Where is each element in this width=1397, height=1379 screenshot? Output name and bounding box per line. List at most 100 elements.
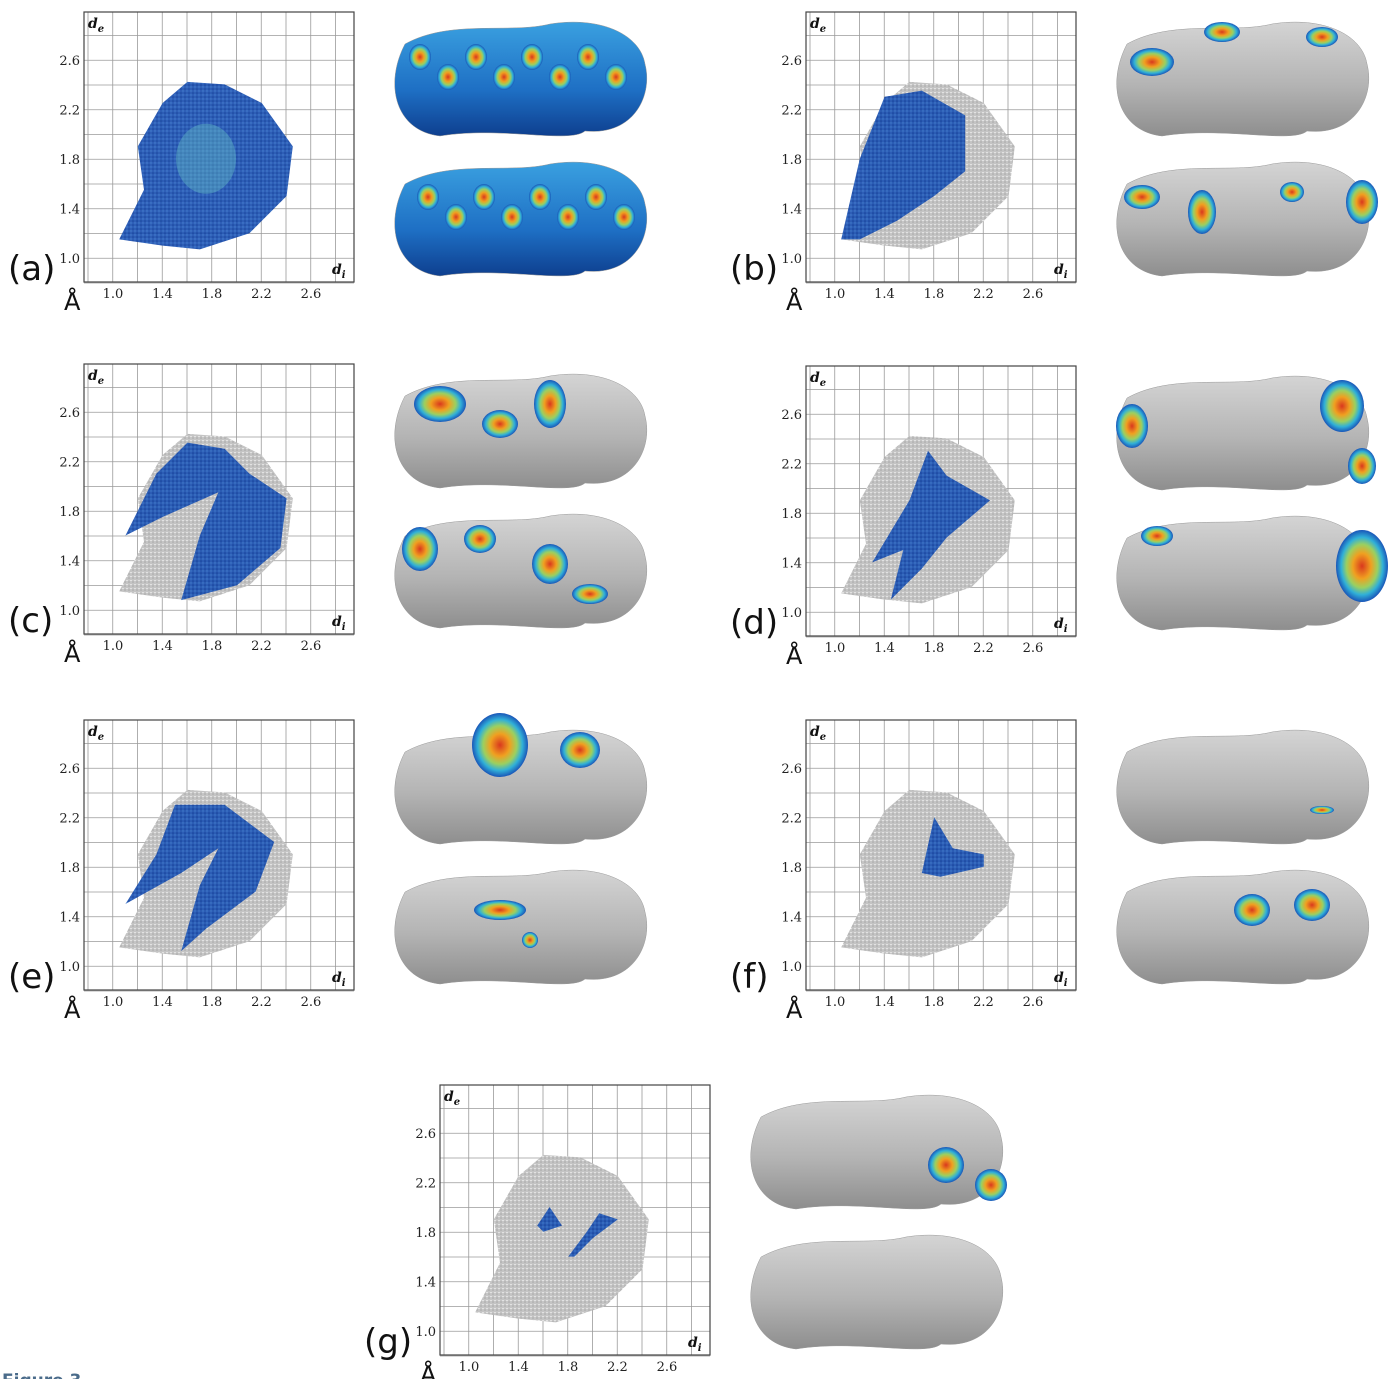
surface-patch <box>613 204 635 230</box>
unit-label: Å <box>786 287 803 316</box>
x-tick-label: 2.6 <box>301 995 322 1010</box>
contact-cloud <box>921 817 984 877</box>
x-tick-label: 1.8 <box>924 995 945 1010</box>
x-tick-label: 2.6 <box>1023 995 1044 1010</box>
surface-patch <box>1294 889 1330 921</box>
y-axis-label-subscript: e <box>454 1097 460 1108</box>
unit-label: Å <box>64 639 81 668</box>
x-axis-label: di <box>1054 970 1068 989</box>
x-tick-label: 1.8 <box>924 641 945 656</box>
y-tick-label: 2.6 <box>415 1127 436 1142</box>
surface-patch <box>522 932 538 948</box>
y-tick-label: 1.4 <box>59 911 80 926</box>
y-axis-label-subscript: e <box>820 24 826 35</box>
x-tick-label: 1.4 <box>508 1360 529 1375</box>
x-tick-label: 2.6 <box>301 287 322 302</box>
x-tick-label: 1.4 <box>152 287 173 302</box>
surface-patch <box>472 713 528 777</box>
surface-patch <box>1336 530 1388 602</box>
y-tick-label: 2.2 <box>59 812 80 827</box>
y-tick-label: 2.2 <box>59 456 80 471</box>
x-tick-label: 1.8 <box>202 639 223 654</box>
surface-patch <box>1188 190 1216 234</box>
surface-patch <box>1130 48 1174 76</box>
surface-patch <box>1204 22 1240 42</box>
y-tick-label: 1.8 <box>59 153 80 168</box>
y-tick-label: 1.0 <box>59 960 80 975</box>
x-tick-label: 1.4 <box>152 639 173 654</box>
x-axis-label-symbol: d <box>332 970 342 986</box>
contact-cloud <box>125 804 275 952</box>
hirshfeld-surface <box>750 1094 1004 1210</box>
x-axis-label-subscript: i <box>1064 270 1068 281</box>
surface-patch <box>414 386 466 422</box>
x-tick-label: 1.8 <box>924 287 945 302</box>
x-axis-label-subscript: i <box>342 622 346 633</box>
x-tick-label: 2.6 <box>301 639 322 654</box>
unit-label: Å <box>64 995 81 1024</box>
x-axis-label-symbol: d <box>1054 970 1064 986</box>
surface-patch <box>585 184 607 210</box>
x-axis-label: di <box>1054 616 1068 635</box>
y-tick-label: 1.8 <box>415 1226 436 1241</box>
y-axis-label-symbol: d <box>810 370 820 386</box>
contact-cloud <box>568 1213 618 1257</box>
surface-patch <box>1234 894 1270 926</box>
y-axis-label-symbol: d <box>88 16 98 32</box>
x-tick-label: 1.8 <box>558 1360 579 1375</box>
contact-cloud <box>537 1207 562 1232</box>
surface-patch <box>437 64 459 90</box>
x-axis-label-subscript: i <box>342 978 346 989</box>
x-tick-label: 1.0 <box>103 995 124 1010</box>
y-tick-label: 2.6 <box>59 762 80 777</box>
surface-patch <box>1346 180 1378 224</box>
y-axis-label-subscript: e <box>98 376 104 387</box>
y-axis-label-symbol: d <box>810 16 820 32</box>
y-axis-label-symbol: d <box>810 724 820 740</box>
x-tick-label: 2.2 <box>251 287 272 302</box>
y-axis-label-symbol: d <box>88 368 98 384</box>
hirshfeld-surface <box>1116 21 1370 137</box>
y-tick-label: 1.4 <box>415 1276 436 1291</box>
unit-label: Å <box>786 641 803 670</box>
y-axis-label-subscript: e <box>820 732 826 743</box>
plot-frame <box>805 719 1077 991</box>
unit-label: Å <box>420 1360 437 1379</box>
y-tick-label: 2.6 <box>781 762 802 777</box>
x-axis-label: di <box>332 614 346 633</box>
x-axis-label: di <box>688 1335 702 1354</box>
x-axis-label-symbol: d <box>332 262 342 278</box>
y-axis-label: de <box>810 724 826 743</box>
hirshfeld-surface <box>1116 869 1370 985</box>
y-axis-label: de <box>810 16 826 35</box>
surface-patch <box>1116 404 1148 448</box>
caption: Figure 3 <box>2 1371 81 1379</box>
y-tick-label: 1.8 <box>781 507 802 522</box>
x-tick-label: 2.2 <box>973 995 994 1010</box>
surface-patch <box>464 525 496 553</box>
y-tick-label: 2.2 <box>781 812 802 827</box>
x-tick-label: 2.2 <box>973 641 994 656</box>
y-axis-label: de <box>810 370 826 389</box>
surface-patch <box>417 184 439 210</box>
y-tick-label: 1.0 <box>781 960 802 975</box>
plot-frame <box>805 365 1077 637</box>
surface-patch <box>534 380 566 428</box>
contact-cloud <box>841 90 966 240</box>
surface-patch <box>532 544 568 584</box>
surface-patch <box>1141 526 1173 546</box>
surface-patch <box>1310 806 1334 814</box>
y-tick-label: 1.4 <box>59 203 80 218</box>
contact-cloud <box>119 81 293 250</box>
y-tick-label: 1.4 <box>781 557 802 572</box>
y-axis-label-subscript: e <box>820 378 826 389</box>
x-axis-label-subscript: i <box>698 1343 702 1354</box>
surface-patch <box>1348 448 1376 484</box>
y-tick-label: 2.2 <box>781 104 802 119</box>
y-tick-label: 2.2 <box>59 104 80 119</box>
panel-label: (c) <box>8 601 53 641</box>
